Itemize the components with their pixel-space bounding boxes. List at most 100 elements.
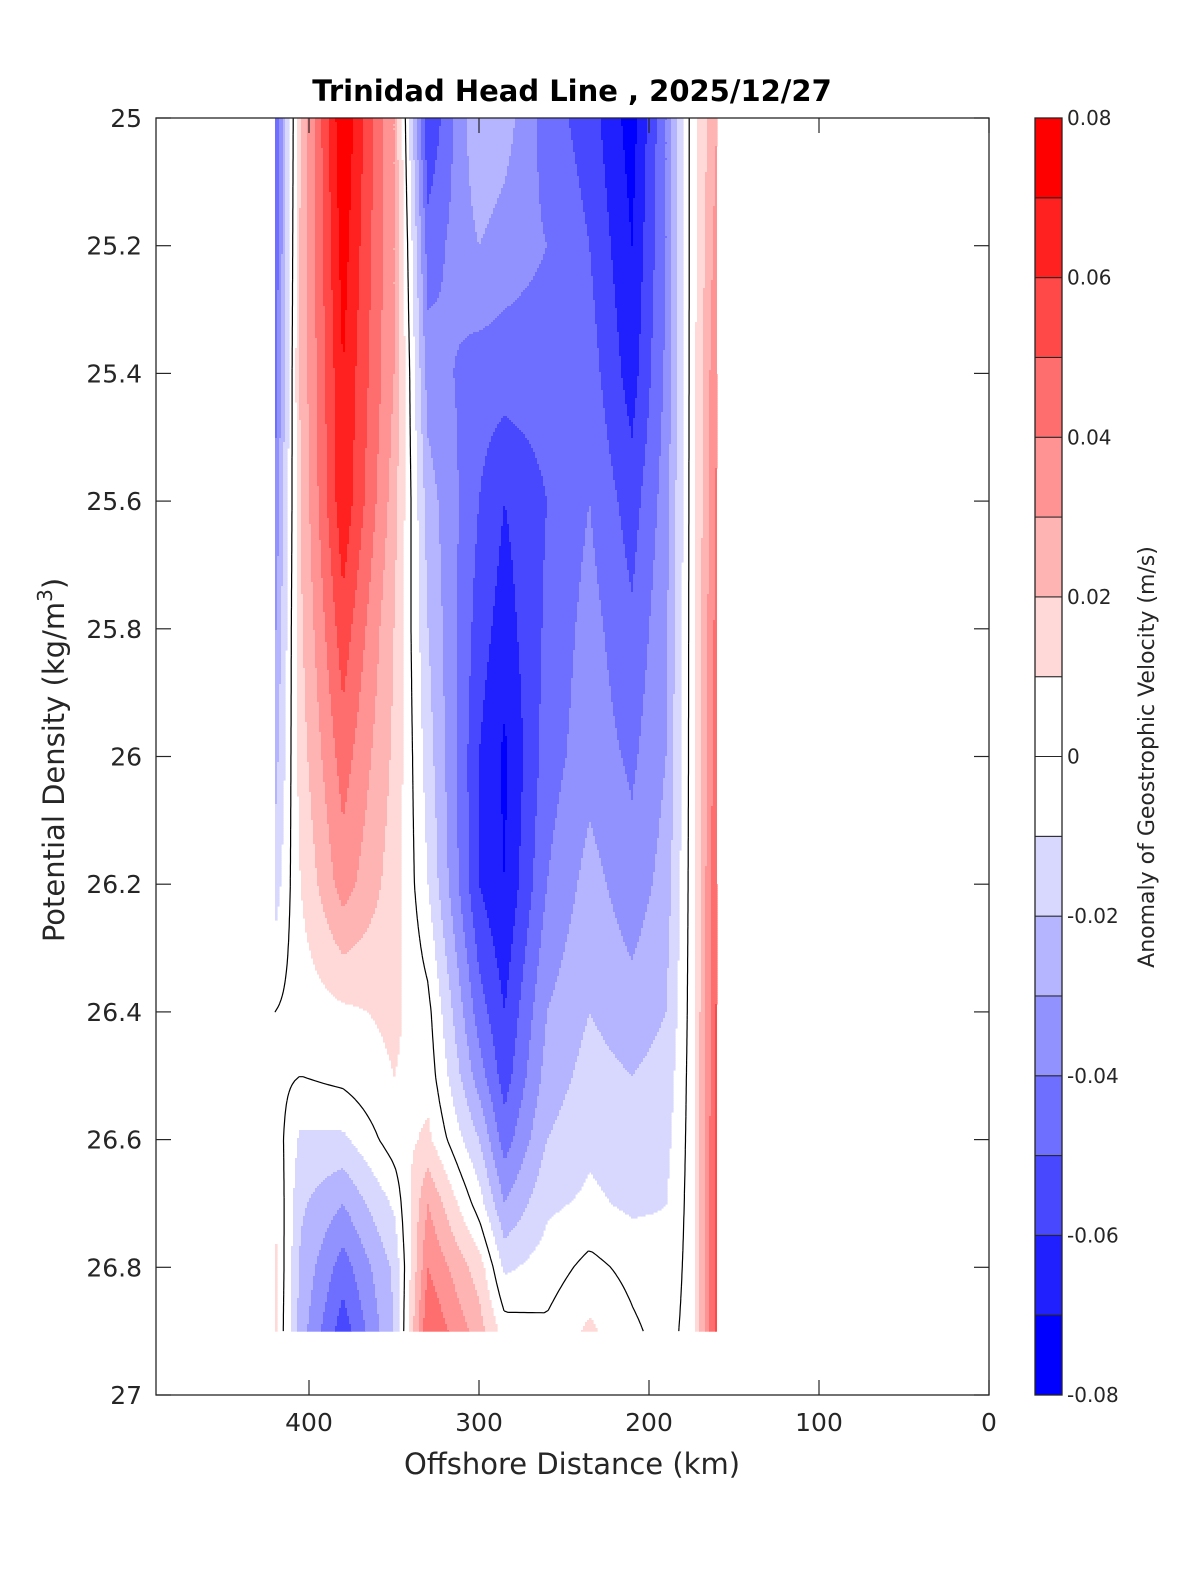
contour-fill-band xyxy=(607,196,628,199)
contour-fill-band xyxy=(419,166,424,169)
contour-fill-band xyxy=(631,230,634,233)
contour-fill-band xyxy=(713,234,717,237)
contour-fill-band xyxy=(665,198,672,201)
contour-fill-band xyxy=(451,194,472,197)
contour-fill-band xyxy=(413,152,418,155)
contour-fill-band xyxy=(707,148,716,151)
contour-fill-band xyxy=(301,128,308,131)
contour-fill-band xyxy=(275,144,280,147)
contour-fill-band xyxy=(621,120,638,123)
contour-fill-band xyxy=(351,178,362,181)
contour-fill-band xyxy=(323,152,330,155)
contour-fill-band xyxy=(415,166,420,169)
contour-fill-band xyxy=(283,210,286,213)
contour-fill-band xyxy=(677,190,684,193)
contour-fill-band xyxy=(609,212,630,215)
contour-fill-band xyxy=(543,224,588,227)
contour-fill-band xyxy=(285,192,290,195)
contour-fill-band xyxy=(399,160,404,163)
contour-fill-band xyxy=(307,154,316,157)
contour-fill-band xyxy=(351,166,364,169)
contour-fill-band xyxy=(429,198,452,201)
contour-fill-band xyxy=(339,238,350,241)
contour-fill-band xyxy=(301,126,308,129)
contour-fill-band xyxy=(705,220,714,223)
contour-fill-band xyxy=(363,118,374,121)
contour-fill-band xyxy=(315,174,324,177)
contour-fill-band xyxy=(497,198,540,201)
contour-fill-band xyxy=(541,214,586,217)
contour-fill-band xyxy=(493,210,542,213)
contour-fill-band xyxy=(603,154,626,157)
contour-fill-band xyxy=(301,204,308,207)
contour-fill-band xyxy=(285,174,290,177)
contour-fill-band xyxy=(697,188,706,191)
contour-fill-band xyxy=(471,202,498,205)
contour-fill-band xyxy=(435,164,452,167)
contour-fill-band xyxy=(571,128,602,131)
contour-fill-band xyxy=(361,214,372,217)
contour-fill-band xyxy=(587,224,610,227)
contour-fill-band xyxy=(307,130,316,133)
contour-fill-band xyxy=(677,228,684,231)
contour-fill-band xyxy=(283,198,286,201)
contour-fill-band xyxy=(297,128,302,131)
contour-fill-band xyxy=(467,136,514,139)
contour-fill-band xyxy=(697,196,706,199)
contour-fill-band xyxy=(395,232,400,235)
contour-fill-band xyxy=(395,226,400,229)
contour-fill-band xyxy=(323,236,332,239)
contour-fill-band xyxy=(573,142,604,145)
contour-fill-band xyxy=(331,224,340,227)
contour-fill-band xyxy=(713,232,717,235)
contour-fill-band xyxy=(397,134,402,137)
contour-fill-band xyxy=(621,122,638,125)
contour-fill-band xyxy=(297,186,302,189)
contour-fill-band xyxy=(655,216,666,219)
contour-fill-band xyxy=(307,162,316,165)
contour-fill-band xyxy=(607,194,628,197)
contour-fill-band xyxy=(275,194,280,197)
contour-fill-band xyxy=(353,140,364,143)
contour-fill-band xyxy=(275,134,280,137)
contour-fill-band xyxy=(415,160,420,163)
contour-fill-band xyxy=(697,120,708,123)
contour-fill-band xyxy=(545,238,590,241)
contour-fill-band xyxy=(315,182,324,185)
contour-fill-band xyxy=(411,202,416,205)
contour-fill-band xyxy=(285,188,290,191)
contour-fill-band xyxy=(427,168,436,171)
contour-fill-band xyxy=(627,192,636,195)
contour-fill-band xyxy=(339,232,350,235)
contour-fill-band xyxy=(671,228,678,231)
contour-fill-band xyxy=(395,212,400,215)
contour-fill-band xyxy=(633,206,646,209)
contour-fill-band xyxy=(483,236,546,239)
contour-fill-band xyxy=(329,184,338,187)
contour-fill-band xyxy=(655,158,668,161)
contour-fill-band xyxy=(425,150,438,153)
contour-fill-band xyxy=(633,226,644,229)
contour-fill-band xyxy=(427,162,436,165)
contour-fill-band xyxy=(713,214,717,217)
contour-fill-band xyxy=(329,138,338,141)
contour-fill-band xyxy=(373,150,384,153)
contour-fill-band xyxy=(429,196,452,199)
contour-fill-band xyxy=(279,168,284,171)
contour-fill-band xyxy=(415,174,420,177)
contour-fill-band xyxy=(537,170,578,173)
contour-fill-band xyxy=(399,224,404,227)
contour-fill-band xyxy=(647,122,658,125)
contour-fill-band xyxy=(677,174,684,177)
contour-fill-band xyxy=(645,212,656,215)
contour-fill-band xyxy=(433,182,452,185)
contour-fill-band xyxy=(307,212,316,215)
contour-fill-band xyxy=(705,216,714,219)
contour-fill-band xyxy=(307,186,316,189)
contour-fill-band xyxy=(503,184,540,187)
contour-fill-band xyxy=(395,142,398,145)
contour-fill-band xyxy=(609,224,632,227)
contour-fill-band xyxy=(571,130,602,133)
contour-fill-band xyxy=(285,140,290,143)
contour-fill-band xyxy=(439,142,454,145)
